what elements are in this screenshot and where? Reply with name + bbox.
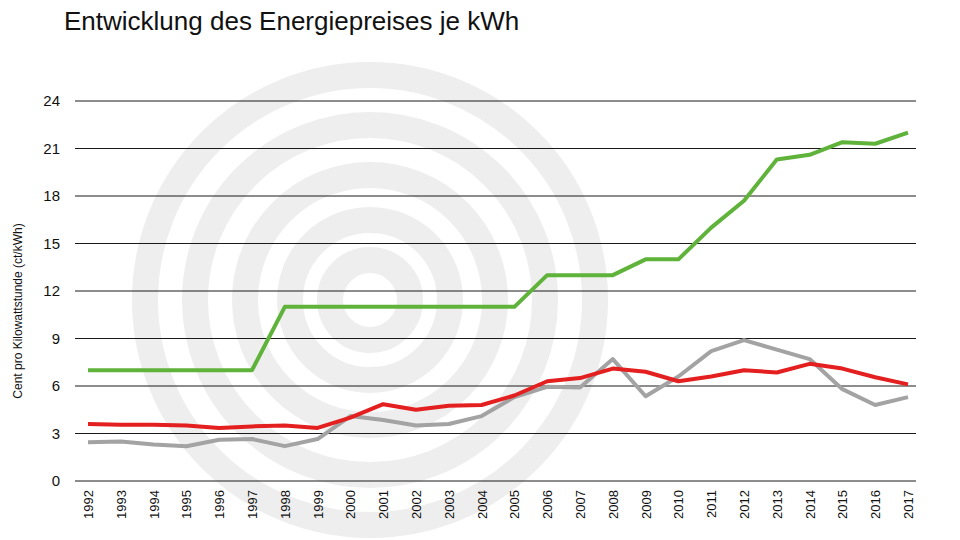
chart: Entwicklung des Energiepreises je kWh Cen… — [0, 0, 960, 540]
grid-line — [75, 101, 916, 102]
series-line — [88, 340, 908, 446]
x-tick-label: 2013 — [770, 490, 785, 519]
watermark-ring — [145, 75, 595, 525]
grid-line — [75, 433, 916, 434]
x-tick-label: 1992 — [81, 490, 96, 519]
x-tick-label: 2009 — [639, 490, 654, 519]
y-tick-label: 15 — [43, 235, 60, 252]
series-group — [88, 133, 908, 447]
x-tick-label: 1993 — [114, 490, 129, 519]
x-tick-label: 2006 — [540, 490, 555, 519]
title: Entwicklung des Energiepreises je kWh — [64, 6, 519, 36]
grid-line — [75, 243, 916, 244]
x-tick-label: 2012 — [737, 490, 752, 519]
x-tick-label: 1999 — [311, 490, 326, 519]
grid-line — [75, 148, 916, 149]
x-tick-label: 2003 — [442, 490, 457, 519]
x-tick-label: 1994 — [147, 490, 162, 519]
grid-line — [75, 291, 916, 292]
x-tick-label: 2004 — [475, 490, 490, 519]
grid-line — [75, 386, 916, 387]
y-tick-label: 6 — [52, 377, 60, 394]
x-tick-label: 2011 — [704, 490, 719, 518]
grid-line — [75, 481, 916, 482]
grid-line — [75, 338, 916, 339]
x-tick-label: 2005 — [507, 490, 522, 519]
x-tick-label: 2001 — [376, 490, 391, 519]
y-axis-label: Cent pro Kilowattstunde (ct/kWh) — [11, 223, 25, 398]
y-tick-label: 3 — [52, 425, 60, 442]
y-tick-label: 9 — [52, 330, 60, 347]
x-tick-label: 2002 — [409, 490, 424, 519]
x-tick-label: 2007 — [573, 490, 588, 519]
y-tick-label: 12 — [43, 282, 60, 299]
y-tick-label: 18 — [43, 187, 60, 204]
x-tick-label: 1995 — [179, 490, 194, 519]
x-tick-label: 2015 — [835, 490, 850, 519]
x-tick-label: 1997 — [245, 490, 260, 519]
series-line — [88, 364, 908, 428]
series-line — [88, 133, 908, 371]
y-tick-label: 0 — [52, 472, 60, 489]
y-tick-label: 24 — [43, 92, 60, 109]
x-tick-label: 1996 — [212, 490, 227, 519]
watermark-ring — [245, 175, 495, 425]
x-tick-label: 1998 — [278, 490, 293, 519]
grid — [75, 101, 916, 481]
x-tick-label: 2000 — [343, 490, 358, 519]
x-tick-label: 2014 — [803, 490, 818, 519]
watermark — [145, 75, 595, 525]
x-tick-label: 2016 — [868, 490, 883, 519]
x-tick-label: 2010 — [671, 490, 686, 519]
watermark-ring — [330, 260, 410, 340]
grid-line — [75, 196, 916, 197]
x-tick-label: 2017 — [901, 490, 916, 519]
watermark-ring — [195, 125, 545, 475]
x-tick-label: 2008 — [606, 490, 621, 519]
y-tick-label: 21 — [43, 140, 60, 157]
